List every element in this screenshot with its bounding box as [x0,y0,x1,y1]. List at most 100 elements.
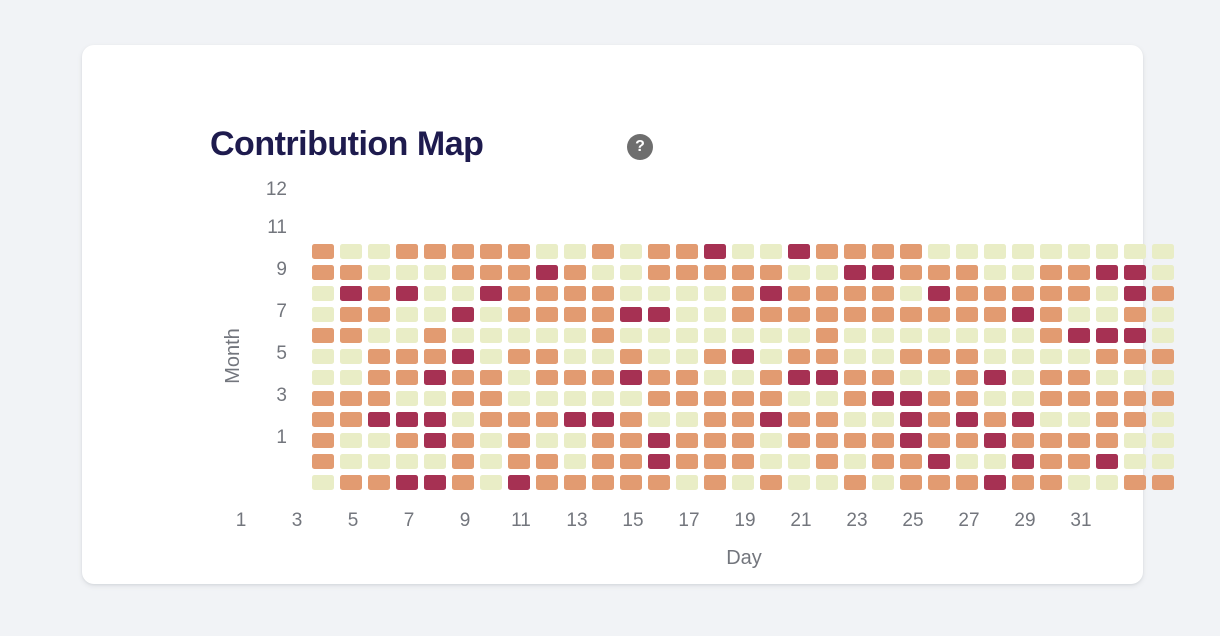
heatmap-cell[interactable] [1012,307,1034,322]
heatmap-cell[interactable] [816,391,838,406]
heatmap-cell[interactable] [1096,265,1118,280]
heatmap-cell[interactable] [480,328,502,343]
heatmap-cell[interactable] [928,244,950,259]
heatmap-cell[interactable] [928,370,950,385]
heatmap-cell[interactable] [396,433,418,448]
heatmap-cell[interactable] [900,412,922,427]
heatmap-cell[interactable] [816,244,838,259]
heatmap-cell[interactable] [760,328,782,343]
heatmap-cell[interactable] [312,391,334,406]
heatmap-cell[interactable] [508,475,530,490]
heatmap-cell[interactable] [816,370,838,385]
heatmap-cell[interactable] [844,454,866,469]
heatmap-cell[interactable] [984,349,1006,364]
heatmap-cell[interactable] [1012,391,1034,406]
heatmap-cell[interactable] [508,349,530,364]
heatmap-cell[interactable] [424,349,446,364]
heatmap-cell[interactable] [676,412,698,427]
heatmap-cell[interactable] [592,412,614,427]
heatmap-cell[interactable] [984,244,1006,259]
heatmap-cell[interactable] [760,265,782,280]
heatmap-cell[interactable] [452,265,474,280]
heatmap-cell[interactable] [1040,370,1062,385]
heatmap-cell[interactable] [676,328,698,343]
heatmap-cell[interactable] [872,454,894,469]
heatmap-cell[interactable] [1152,307,1174,322]
heatmap-cell[interactable] [396,391,418,406]
heatmap-cell[interactable] [592,307,614,322]
heatmap-cell[interactable] [788,454,810,469]
heatmap-cell[interactable] [312,412,334,427]
heatmap-cell[interactable] [1124,349,1146,364]
heatmap-cell[interactable] [816,265,838,280]
heatmap-cell[interactable] [424,454,446,469]
heatmap-cell[interactable] [1096,433,1118,448]
heatmap-cell[interactable] [424,244,446,259]
heatmap-cell[interactable] [1040,265,1062,280]
heatmap-cell[interactable] [1068,286,1090,301]
heatmap-cell[interactable] [648,328,670,343]
heatmap-cell[interactable] [928,307,950,322]
heatmap-cell[interactable] [816,307,838,322]
heatmap-cell[interactable] [368,286,390,301]
heatmap-cell[interactable] [620,265,642,280]
heatmap-cell[interactable] [732,454,754,469]
heatmap-cell[interactable] [1012,244,1034,259]
heatmap-cell[interactable] [788,307,810,322]
heatmap-cell[interactable] [732,307,754,322]
heatmap-cell[interactable] [872,475,894,490]
heatmap-cell[interactable] [1152,454,1174,469]
heatmap-cell[interactable] [508,307,530,322]
heatmap-cell[interactable] [816,349,838,364]
heatmap-cell[interactable] [788,349,810,364]
heatmap-cell[interactable] [1124,475,1146,490]
heatmap-cell[interactable] [816,454,838,469]
heatmap-cell[interactable] [760,454,782,469]
heatmap-cell[interactable] [648,265,670,280]
heatmap-cell[interactable] [732,244,754,259]
heatmap-cell[interactable] [452,244,474,259]
heatmap-cell[interactable] [928,349,950,364]
heatmap-cell[interactable] [788,286,810,301]
heatmap-cell[interactable] [396,286,418,301]
heatmap-cell[interactable] [1068,454,1090,469]
heatmap-cell[interactable] [480,454,502,469]
heatmap-cell[interactable] [396,328,418,343]
heatmap-cell[interactable] [1012,475,1034,490]
heatmap-cell[interactable] [620,244,642,259]
heatmap-cell[interactable] [1068,412,1090,427]
heatmap-cell[interactable] [704,349,726,364]
heatmap-cell[interactable] [1096,454,1118,469]
heatmap-cell[interactable] [592,286,614,301]
heatmap-cell[interactable] [1152,244,1174,259]
heatmap-cell[interactable] [564,265,586,280]
heatmap-cell[interactable] [1096,349,1118,364]
heatmap-cell[interactable] [592,391,614,406]
heatmap-cell[interactable] [1096,370,1118,385]
heatmap-cell[interactable] [1040,475,1062,490]
heatmap-cell[interactable] [984,433,1006,448]
heatmap-cell[interactable] [564,307,586,322]
heatmap-cell[interactable] [648,433,670,448]
heatmap-cell[interactable] [368,475,390,490]
heatmap-cell[interactable] [956,433,978,448]
heatmap-cell[interactable] [508,454,530,469]
heatmap-cell[interactable] [1068,307,1090,322]
heatmap-cell[interactable] [900,307,922,322]
heatmap-cell[interactable] [900,328,922,343]
heatmap-cell[interactable] [844,433,866,448]
heatmap-cell[interactable] [312,433,334,448]
heatmap-cell[interactable] [480,370,502,385]
heatmap-cell[interactable] [1040,433,1062,448]
heatmap-cell[interactable] [676,307,698,322]
heatmap-cell[interactable] [676,286,698,301]
heatmap-cell[interactable] [956,286,978,301]
heatmap-cell[interactable] [704,307,726,322]
heatmap-cell[interactable] [1068,370,1090,385]
heatmap-cell[interactable] [956,244,978,259]
heatmap-cell[interactable] [312,328,334,343]
heatmap-cell[interactable] [1012,328,1034,343]
heatmap-cell[interactable] [424,370,446,385]
heatmap-cell[interactable] [1152,286,1174,301]
heatmap-cell[interactable] [900,475,922,490]
